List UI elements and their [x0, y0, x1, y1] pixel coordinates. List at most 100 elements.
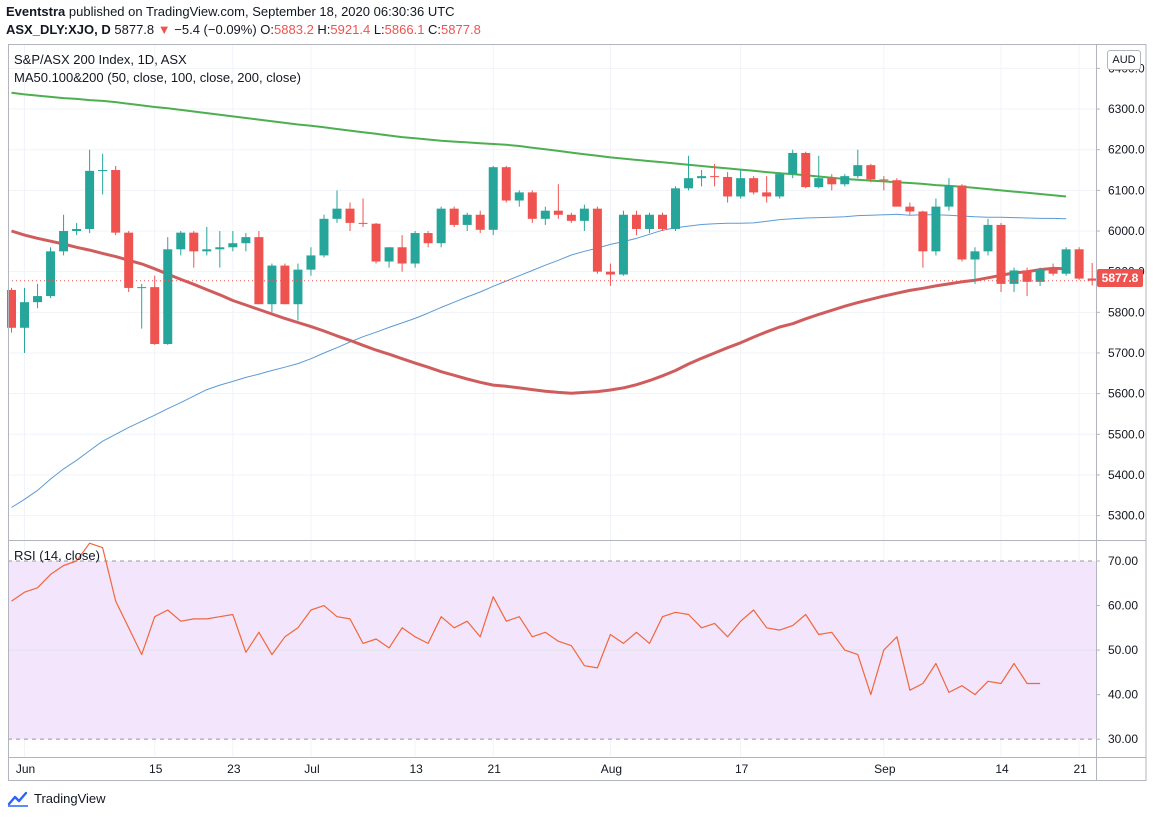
candle[interactable] [449, 206, 459, 227]
candle[interactable] [996, 222, 1006, 292]
candle[interactable] [7, 287, 16, 333]
author-name[interactable]: Eventstra [6, 4, 66, 19]
candle[interactable] [605, 263, 615, 286]
candle-body [1074, 249, 1084, 279]
candle[interactable] [540, 206, 550, 225]
candle[interactable] [1048, 263, 1058, 276]
candle[interactable] [736, 170, 746, 199]
candle[interactable] [59, 214, 69, 256]
candle[interactable] [319, 214, 329, 258]
candle[interactable] [241, 233, 251, 252]
candle[interactable] [684, 155, 694, 191]
candle[interactable] [228, 231, 238, 252]
candle[interactable] [85, 149, 95, 234]
candle[interactable] [98, 153, 108, 195]
candle[interactable] [150, 275, 160, 345]
candle[interactable] [944, 178, 954, 211]
candle[interactable] [1009, 267, 1019, 292]
candle[interactable] [918, 210, 928, 268]
candle[interactable] [970, 247, 980, 284]
candle[interactable] [254, 231, 264, 305]
candle[interactable] [1022, 267, 1032, 297]
candle[interactable] [189, 231, 199, 268]
candle[interactable] [306, 247, 316, 276]
candle[interactable] [775, 172, 785, 199]
candle[interactable] [124, 231, 134, 292]
candle[interactable] [163, 237, 173, 345]
candle[interactable] [644, 212, 654, 234]
rsi-axis[interactable]: 70.00 60.00 50.00 40.00 30.00 [1096, 554, 1138, 746]
candle-body [1061, 249, 1071, 274]
candle[interactable] [514, 190, 524, 207]
price-axis[interactable]: 6400.06300.06200.06100.06000.05900.05800… [1096, 61, 1145, 523]
candle[interactable] [710, 163, 720, 187]
candle[interactable] [1061, 247, 1071, 276]
candle[interactable] [658, 212, 667, 232]
candle[interactable] [957, 184, 967, 262]
candle[interactable] [905, 202, 915, 215]
series-legend[interactable]: S&P/ASX 200 Index, 1D, ASX [14, 52, 187, 67]
candle[interactable] [892, 178, 902, 207]
candle[interactable] [827, 174, 837, 191]
candle-body [410, 233, 420, 264]
candle[interactable] [1074, 247, 1084, 280]
candle[interactable] [788, 149, 798, 179]
candle[interactable] [33, 283, 43, 309]
candle[interactable] [280, 263, 290, 305]
currency-badge[interactable]: AUD [1107, 50, 1141, 70]
candle[interactable] [397, 235, 407, 272]
candle[interactable] [410, 231, 420, 268]
candle[interactable] [488, 165, 498, 236]
candle[interactable] [332, 190, 342, 223]
candle[interactable] [462, 212, 472, 232]
candle[interactable] [20, 287, 30, 353]
candle[interactable] [866, 163, 876, 183]
candle[interactable] [202, 226, 212, 256]
candle[interactable] [723, 172, 733, 203]
candle[interactable] [631, 210, 641, 236]
candle[interactable] [697, 170, 707, 187]
candle[interactable] [358, 198, 368, 227]
candle[interactable] [749, 176, 759, 195]
candle[interactable] [814, 155, 824, 189]
candle[interactable] [176, 231, 186, 256]
candle[interactable] [566, 212, 576, 223]
candle[interactable] [618, 210, 628, 276]
candle-body [436, 208, 446, 244]
candle[interactable] [345, 202, 355, 232]
candle[interactable] [1035, 267, 1045, 286]
candle[interactable] [983, 218, 993, 256]
candle[interactable] [671, 186, 681, 232]
candle[interactable] [553, 184, 563, 219]
candle[interactable] [215, 231, 225, 268]
rsi-legend[interactable]: RSI (14, close) [14, 548, 100, 563]
candlestick-series[interactable] [7, 149, 1097, 353]
candle[interactable] [527, 190, 537, 223]
price-tick-label: 5300.0 [1108, 509, 1145, 523]
candle[interactable] [592, 206, 602, 274]
candle[interactable] [72, 222, 82, 236]
candle[interactable] [931, 198, 941, 256]
candle[interactable] [475, 210, 485, 234]
ma-legend[interactable]: MA50.100&200 (50, close, 100, close, 200… [14, 70, 301, 85]
candle[interactable] [267, 263, 277, 313]
candle-body [762, 192, 772, 197]
candle[interactable] [879, 176, 889, 191]
candle[interactable] [501, 165, 511, 203]
candle[interactable] [840, 174, 850, 187]
candle[interactable] [384, 247, 394, 268]
candle[interactable] [423, 231, 433, 248]
footer-brand[interactable]: TradingView [6, 789, 106, 809]
candle[interactable] [1087, 262, 1097, 286]
time-axis[interactable]: Jun 15 23 Jul 13 21 Aug 17 Sep 14 21 [16, 762, 1087, 776]
candle[interactable] [579, 204, 589, 232]
candle[interactable] [111, 165, 121, 236]
candle[interactable] [853, 149, 863, 179]
candle[interactable] [46, 247, 56, 299]
candle[interactable] [137, 283, 147, 329]
candle[interactable] [436, 206, 446, 248]
candle[interactable] [371, 222, 381, 264]
candle[interactable] [293, 263, 303, 321]
candle[interactable] [762, 176, 772, 203]
candle[interactable] [801, 151, 811, 189]
